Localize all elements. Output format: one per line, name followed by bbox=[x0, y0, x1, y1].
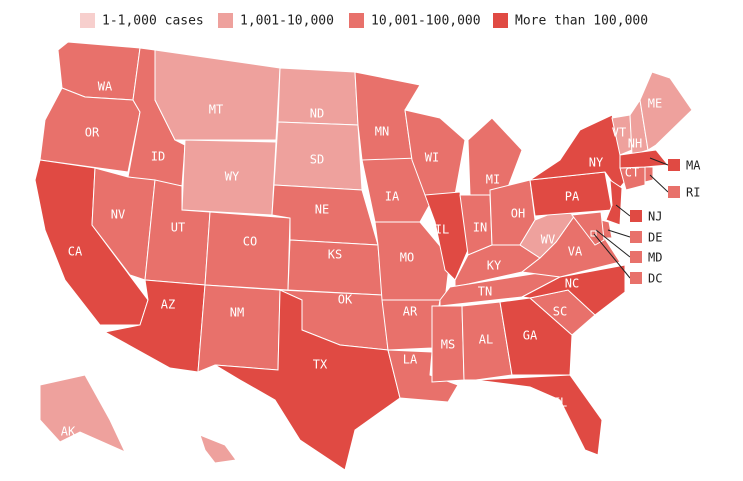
state-label: OR bbox=[85, 126, 100, 140]
callout-label: DC bbox=[648, 272, 662, 286]
callout-label: MA bbox=[686, 159, 701, 173]
state-label: PA bbox=[565, 190, 580, 204]
state-label: CO bbox=[243, 235, 257, 249]
state-label: ID bbox=[151, 150, 165, 164]
legend-swatch bbox=[493, 13, 508, 28]
callout-swatch bbox=[630, 231, 642, 243]
state-label: OH bbox=[511, 207, 525, 221]
state bbox=[431, 305, 465, 383]
legend-label: 1,001-10,000 bbox=[240, 14, 334, 29]
state-label: AZ bbox=[161, 298, 175, 312]
state-label: WA bbox=[98, 80, 113, 94]
state-label: NM bbox=[230, 306, 244, 320]
state bbox=[467, 117, 523, 196]
legend-swatch bbox=[80, 13, 95, 28]
state-label: WI bbox=[425, 151, 439, 165]
state-label: MT bbox=[209, 103, 223, 117]
state bbox=[605, 179, 623, 226]
state-label: AR bbox=[403, 305, 418, 319]
state bbox=[214, 289, 401, 471]
state-label: IL bbox=[435, 223, 449, 237]
callout-line bbox=[593, 233, 631, 279]
state-label: LA bbox=[403, 353, 418, 367]
callout-label: RI bbox=[686, 186, 700, 200]
state bbox=[204, 211, 291, 291]
callout-line bbox=[615, 204, 631, 217]
callout-swatch bbox=[630, 210, 642, 222]
state-label: MS bbox=[441, 338, 455, 352]
state bbox=[461, 301, 513, 381]
state-label: UT bbox=[171, 221, 185, 235]
state-label: CT bbox=[625, 166, 639, 180]
state bbox=[619, 149, 669, 169]
state bbox=[644, 166, 654, 183]
state-label: NV bbox=[111, 208, 125, 222]
callout-label: MD bbox=[648, 251, 662, 265]
state-label: TN bbox=[478, 285, 492, 299]
state-label: IA bbox=[385, 190, 400, 204]
callout-label: DE bbox=[648, 231, 662, 245]
legend-swatch bbox=[349, 13, 364, 28]
state-label: KS bbox=[328, 248, 342, 262]
state bbox=[499, 297, 573, 376]
legend-swatch bbox=[218, 13, 233, 28]
state-label: NC bbox=[565, 277, 579, 291]
state bbox=[154, 49, 281, 141]
state-label: KY bbox=[487, 259, 502, 273]
state-label: NE bbox=[315, 203, 329, 217]
legend-label: 10,001-100,000 bbox=[371, 14, 481, 29]
callout-line bbox=[649, 174, 669, 193]
state-label: AK bbox=[61, 425, 76, 439]
state bbox=[520, 264, 626, 316]
callout-swatch bbox=[630, 251, 642, 263]
state-label: ND bbox=[310, 107, 324, 121]
legend-label: More than 100,000 bbox=[515, 14, 648, 29]
state-label: VA bbox=[568, 245, 583, 259]
state-label: FL bbox=[553, 396, 567, 410]
state-label: GA bbox=[523, 329, 538, 343]
state-label: OK bbox=[338, 293, 353, 307]
callout-label: NJ bbox=[648, 210, 662, 224]
state-label: NH bbox=[628, 137, 642, 151]
callout-swatch bbox=[668, 159, 680, 171]
state-label: IN bbox=[473, 221, 487, 235]
state bbox=[39, 374, 127, 454]
state-label: MO bbox=[400, 251, 414, 265]
state-label: WY bbox=[225, 170, 240, 184]
state-label: VT bbox=[612, 126, 626, 140]
state-label: MN bbox=[375, 125, 389, 139]
state-label: NY bbox=[589, 156, 604, 170]
state-label: CA bbox=[68, 245, 83, 259]
state bbox=[639, 71, 693, 151]
callout-line bbox=[607, 229, 631, 238]
callout-line bbox=[595, 229, 631, 258]
state bbox=[475, 374, 603, 456]
state-label: WV bbox=[541, 233, 555, 247]
state-label: SD bbox=[310, 153, 324, 167]
state-label: ME bbox=[648, 97, 662, 111]
callout-swatch bbox=[668, 186, 680, 198]
state-label: MI bbox=[486, 173, 500, 187]
state-label: AL bbox=[479, 333, 493, 347]
state bbox=[197, 284, 281, 373]
state-label: TX bbox=[313, 358, 328, 372]
legend-label: 1-1,000 cases bbox=[102, 14, 204, 29]
callout-line bbox=[649, 157, 669, 166]
state-label: SC bbox=[553, 305, 567, 319]
state bbox=[199, 434, 237, 464]
callout-swatch bbox=[630, 272, 642, 284]
